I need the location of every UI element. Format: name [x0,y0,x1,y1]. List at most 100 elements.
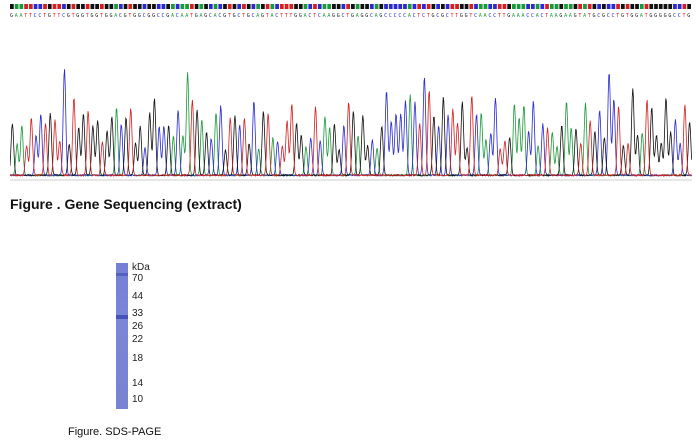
base-letter: G [573,13,577,19]
base-call-block [663,4,668,9]
figure-caption-sds-page: Figure. SDS-PAGE [68,426,162,438]
mw-marker: 18 [132,353,144,364]
base-letter: G [687,13,691,19]
base-call-block [185,4,189,9]
base-call-block [682,4,687,9]
base-call-block [175,4,180,9]
base-call-block [133,4,137,9]
base-call-block [118,4,123,9]
base-letter: T [52,13,56,19]
base-call-block [189,4,194,9]
base-call-block [469,4,474,9]
base-call-block [246,4,251,9]
base-call-block [81,4,85,9]
base-letter: C [540,13,544,19]
base-letter: G [365,13,369,19]
base-call-block [440,4,445,9]
base-letter: T [71,13,75,19]
base-call-block [687,4,691,9]
base-call-block [251,4,256,9]
base-letter: A [535,13,539,19]
base-letter: T [99,13,103,19]
base-letter: G [668,13,672,19]
base-call-block [208,4,213,9]
base-call-block [478,4,483,9]
base-call-block [474,4,478,9]
base-letter: C [493,13,497,19]
base-letter: C [161,13,165,19]
base-call-block [426,4,431,9]
base-call-block [535,4,540,9]
base-letter: C [208,13,212,19]
base-call-block [526,4,530,9]
base-call-block [521,4,526,9]
base-letter: T [346,13,350,19]
base-letter: A [171,13,175,19]
base-letter: A [639,13,643,19]
base-letter: T [28,13,32,19]
base-letter: G [464,13,468,19]
base-letter: T [426,13,430,19]
base-letter: T [682,13,686,19]
base-letter: T [242,13,246,19]
base-call-block [33,4,38,9]
base-call-block [128,4,133,9]
base-letter: A [521,13,525,19]
base-call-block [275,4,279,9]
base-letter: G [152,13,156,19]
base-call-block [379,4,384,9]
base-letter: T [616,13,620,19]
base-letter: G [459,13,463,19]
base-call-block [317,4,322,9]
base-letter: T [279,13,283,19]
base-letter: G [294,13,298,19]
base-letter: G [440,13,444,19]
base-letter: C [597,13,601,19]
base-call-block [583,4,587,9]
base-call-block [450,4,455,9]
base-letter: C [436,13,440,19]
base-letter: A [14,13,18,19]
base-letter: A [114,13,118,19]
base-letter: T [578,13,582,19]
base-call-block [346,4,350,9]
mw-marker: 10 [132,394,144,405]
base-letter: G [10,13,14,19]
base-call-block [109,4,114,9]
base-call-block [28,4,33,9]
base-call-block [393,4,398,9]
base-call-block [507,4,512,9]
base-call-block [497,4,502,9]
base-call-block [493,4,497,9]
base-letter: C [317,13,321,19]
base-letter: A [483,13,487,19]
base-call-block [459,4,464,9]
base-call-block [114,4,118,9]
base-call-block [369,4,374,9]
base-call-block [616,4,620,9]
trace-t [10,91,692,178]
base-letter: C [445,13,449,19]
base-letter: A [199,13,203,19]
base-letter: G [332,13,336,19]
base-call-block [161,4,166,9]
base-letter: G [379,13,383,19]
base-letter: A [516,13,520,19]
base-letter: G [204,13,208,19]
base-call-block [90,4,95,9]
base-call-block [677,4,682,9]
base-call-block [549,4,554,9]
base-call-block [298,4,303,9]
chromatogram-trace [10,69,692,181]
base-call-block [313,4,317,9]
base-call-block [422,4,426,9]
base-call-block [71,4,76,9]
base-letter: G [76,13,80,19]
base-call-block [137,4,142,9]
base-call-block [19,4,24,9]
base-call-block [436,4,440,9]
base-letter: A [180,13,184,19]
base-letter: T [265,13,269,19]
base-call-block [597,4,602,9]
